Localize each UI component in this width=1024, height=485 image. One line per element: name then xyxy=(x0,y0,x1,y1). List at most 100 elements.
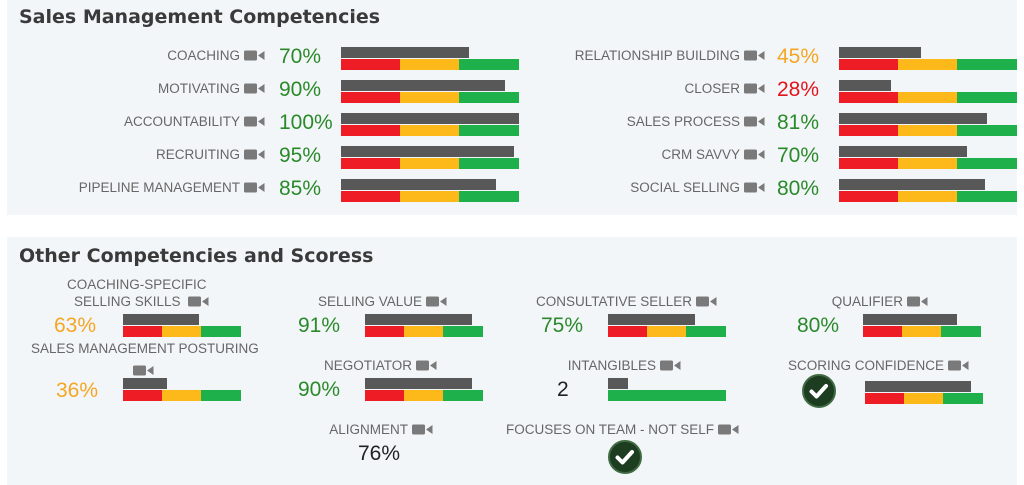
score-level-fill xyxy=(608,378,628,389)
sales-mgmt-posturing-label: SALES MANAGEMENT POSTURING xyxy=(31,341,259,356)
zone-red xyxy=(839,59,898,70)
video-camera-icon[interactable] xyxy=(244,49,265,64)
competency-label-wrap: ACCOUNTABILITY xyxy=(15,114,265,130)
score-zone-strip xyxy=(608,326,726,337)
scoring-confidence-bar xyxy=(865,381,983,404)
score-level-fill xyxy=(608,314,695,325)
score-zone-strip xyxy=(608,390,726,401)
intangibles-bar xyxy=(608,378,726,401)
competency-label-wrap: COACHING xyxy=(15,48,265,64)
score-zone-strip xyxy=(341,125,519,136)
competency-label: SOCIAL SELLING xyxy=(630,180,740,195)
score-level-fill xyxy=(341,47,469,58)
competency-label-wrap: MOTIVATING xyxy=(15,81,265,97)
zone-green xyxy=(443,390,483,401)
video-camera-icon[interactable] xyxy=(744,82,765,97)
competency-label: ACCOUNTABILITY xyxy=(123,114,240,129)
competency-score: 80% xyxy=(777,177,820,200)
zone-red xyxy=(839,158,898,169)
score-zone-strip xyxy=(839,59,1017,70)
zone-green xyxy=(957,191,1017,202)
zone-yellow xyxy=(647,326,686,337)
video-camera-icon[interactable] xyxy=(718,423,739,438)
video-camera-icon[interactable] xyxy=(244,181,265,196)
zone-red xyxy=(839,125,898,136)
competency-label-wrap: RECRUITING xyxy=(15,147,265,163)
zone-green xyxy=(459,92,519,103)
score-zone-strip xyxy=(365,390,483,401)
sales-mgmt-posturing-score: 36% xyxy=(56,379,99,402)
zone-yellow xyxy=(162,326,201,337)
score-zone-strip xyxy=(341,92,519,103)
competency-label: RELATIONSHIP BUILDING xyxy=(574,48,740,63)
score-zone-strip xyxy=(839,125,1017,136)
qualifier-score: 80% xyxy=(797,314,840,337)
video-camera-icon[interactable] xyxy=(907,295,928,310)
video-camera-icon[interactable] xyxy=(188,295,209,310)
sales-management-panel: Sales Management Competencies COACHING 70… xyxy=(7,0,1017,215)
zone-yellow xyxy=(898,59,957,70)
zone-red xyxy=(123,390,162,401)
competency-bar xyxy=(839,113,1017,136)
zone-green xyxy=(201,390,241,401)
video-camera-icon[interactable] xyxy=(744,115,765,130)
competency-bar xyxy=(839,47,1017,70)
competency-label-wrap: CLOSER xyxy=(515,81,765,97)
zone-yellow xyxy=(162,390,201,401)
competency-label: PIPELINE MANAGEMENT xyxy=(78,180,240,195)
competency-label-wrap: PIPELINE MANAGEMENT xyxy=(15,180,265,196)
score-level-fill xyxy=(365,378,472,389)
zone-green xyxy=(957,125,1017,136)
video-camera-icon[interactable] xyxy=(744,49,765,64)
video-camera-icon[interactable] xyxy=(244,82,265,97)
negotiator-label: NEGOTIATOR xyxy=(323,358,412,373)
zone-green xyxy=(459,59,519,70)
score-level-fill xyxy=(839,113,987,124)
selling-value-score: 91% xyxy=(298,314,341,337)
zone-red xyxy=(341,158,400,169)
competency-score: 95% xyxy=(279,144,322,167)
score-zone-strip xyxy=(839,191,1017,202)
video-camera-icon[interactable] xyxy=(660,359,681,374)
selling-value-label: SELLING VALUE xyxy=(317,294,422,309)
zone-green xyxy=(686,326,726,337)
competency-bar xyxy=(341,47,519,70)
competency-score: 85% xyxy=(279,177,322,200)
negotiator-score: 90% xyxy=(298,378,341,401)
video-camera-icon[interactable] xyxy=(744,148,765,163)
zone-red xyxy=(341,59,400,70)
video-camera-icon[interactable] xyxy=(412,423,433,438)
zone-yellow xyxy=(898,158,957,169)
zone-green xyxy=(201,326,241,337)
section-title: Sales Management Competencies xyxy=(19,6,381,28)
zone-red xyxy=(839,92,898,103)
score-zone-strip xyxy=(341,158,519,169)
video-camera-icon[interactable] xyxy=(744,181,765,196)
score-level-fill xyxy=(341,146,514,157)
video-camera-icon[interactable] xyxy=(426,295,447,310)
score-level-fill xyxy=(123,314,199,325)
video-camera-icon[interactable] xyxy=(244,115,265,130)
competency-score: 28% xyxy=(777,78,820,101)
section-title: Other Competencies and Scoress xyxy=(19,245,374,267)
competency-label: SALES PROCESS xyxy=(626,114,740,129)
zone-red xyxy=(608,326,647,337)
competency-bar xyxy=(839,146,1017,169)
zone-red xyxy=(839,191,898,202)
video-camera-icon[interactable] xyxy=(948,359,969,374)
zone-yellow xyxy=(902,326,941,337)
video-camera-icon[interactable] xyxy=(416,359,437,374)
competency-bar xyxy=(341,80,519,103)
video-camera-icon[interactable] xyxy=(696,295,717,310)
zone-yellow xyxy=(404,390,443,401)
zone-yellow xyxy=(400,59,459,70)
score-level-fill xyxy=(839,146,967,157)
zone-yellow xyxy=(904,393,943,404)
check-circle-icon xyxy=(802,374,836,408)
score-level-fill xyxy=(341,80,505,91)
video-camera-icon[interactable] xyxy=(244,148,265,163)
competency-label: CRM SAVVY xyxy=(661,147,740,162)
check-circle-icon xyxy=(608,440,642,474)
zone-green xyxy=(459,191,519,202)
video-camera-icon[interactable] xyxy=(133,363,154,381)
